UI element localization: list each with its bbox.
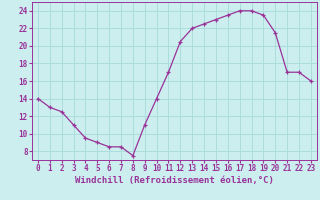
X-axis label: Windchill (Refroidissement éolien,°C): Windchill (Refroidissement éolien,°C) xyxy=(75,176,274,185)
